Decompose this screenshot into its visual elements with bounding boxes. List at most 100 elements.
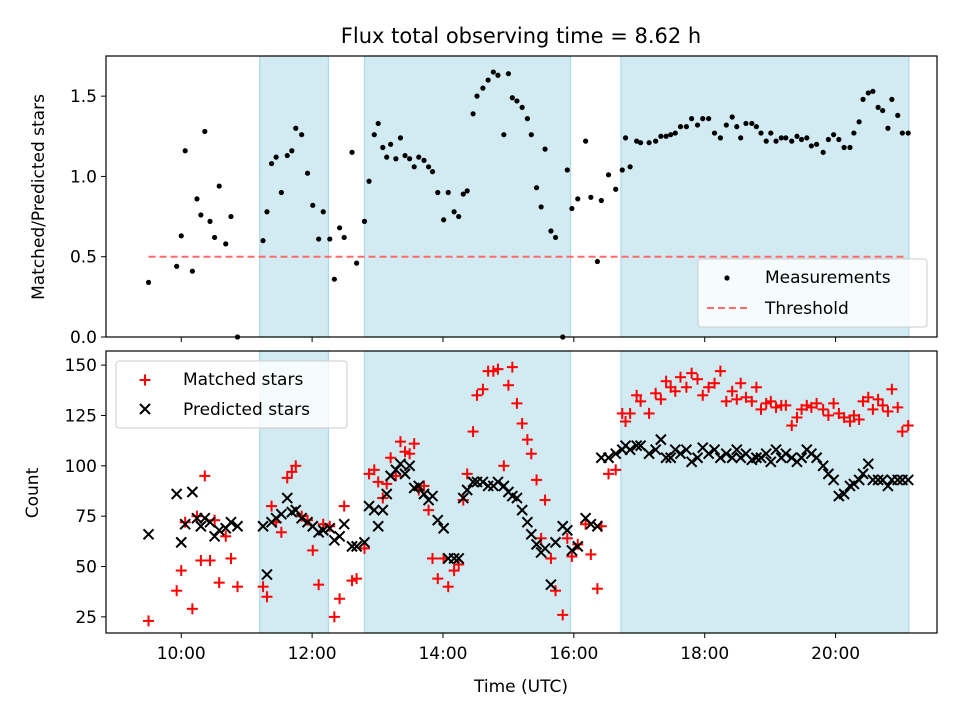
measurement-point [421, 157, 427, 163]
predicted-star-marker [867, 474, 879, 486]
cross-b [448, 552, 460, 565]
measurement-point [524, 116, 530, 122]
cross-b [175, 536, 187, 549]
predicted-star-marker [714, 452, 727, 464]
measurement-point [575, 196, 581, 202]
measurement-point [814, 141, 820, 147]
cross-b [740, 448, 752, 460]
matched-star-marker [471, 389, 483, 401]
cross-b [170, 488, 183, 500]
predicted-star-marker [333, 530, 346, 543]
cross-b [372, 520, 384, 532]
predicted-star-marker [399, 468, 411, 480]
legend-plus [139, 374, 151, 386]
predicted-star-marker [624, 443, 636, 456]
matched-star-marker [660, 375, 672, 387]
matched-star-marker [261, 591, 273, 603]
cross-b [324, 522, 336, 534]
matched-star-marker [770, 401, 782, 413]
matched-star-marker [862, 391, 874, 403]
matched-star-marker [502, 379, 514, 391]
measurement-point [341, 234, 347, 241]
measurement-point [485, 77, 491, 83]
measurement-point [264, 209, 270, 215]
measurement-point [831, 132, 837, 138]
matched-star-marker [511, 397, 523, 409]
predicted-star-marker [170, 488, 183, 500]
cross-b [511, 492, 523, 504]
measurement-point [825, 136, 831, 143]
predicted-star-marker [572, 540, 584, 553]
matched-star-marker [175, 565, 187, 577]
measurement-point [284, 152, 290, 159]
cross-b [760, 448, 772, 460]
measurement-point [668, 132, 674, 138]
matched-star-marker [275, 526, 287, 538]
predicted-star-marker [643, 448, 655, 460]
predicted-star-marker [467, 476, 479, 488]
matched-star-marker [506, 361, 518, 373]
matched-star-marker [448, 565, 460, 577]
matched-star-marker [418, 480, 430, 492]
cross-b [521, 516, 534, 528]
y-tick-label: 25 [75, 608, 97, 628]
cross-b [572, 540, 584, 553]
predicted-star-marker [195, 520, 207, 532]
measurement-point [474, 93, 480, 99]
measurement-point [228, 213, 234, 220]
cross-b [579, 512, 592, 524]
measurement-point [407, 156, 413, 162]
predicted-star-marker [566, 544, 578, 557]
measurement-point [895, 112, 901, 119]
measurement-point [194, 196, 200, 202]
cross-b [697, 441, 709, 454]
measurement-point [509, 95, 515, 101]
cross-b [418, 488, 430, 500]
measurement-point [501, 132, 507, 138]
measurement-point [672, 130, 678, 136]
cross-b [630, 439, 643, 452]
measurement-point [514, 98, 520, 104]
predicted-star-marker [390, 464, 402, 476]
matched-star-marker [624, 407, 636, 419]
shaded-band [259, 55, 330, 338]
y-tick-label: 150 [65, 356, 97, 376]
matched-star-marker [635, 395, 647, 407]
measurement-point [495, 72, 501, 78]
legend-threshold-label: Threshold [764, 299, 849, 319]
measurement-point [402, 152, 408, 159]
measurement-point [870, 88, 876, 94]
predicted-star-marker [358, 536, 371, 549]
predicted-star-marker [720, 448, 733, 460]
matched-star-marker [680, 381, 692, 393]
legend-matched-marker [139, 374, 151, 386]
top-axes-frame [105, 55, 938, 338]
measurement-point [717, 135, 724, 141]
measurement-point [316, 236, 322, 242]
matched-star-marker [390, 470, 402, 482]
measurement-point [349, 149, 355, 155]
predicted-star-marker [591, 520, 604, 532]
cross-b [624, 443, 636, 456]
matched-star-marker [580, 518, 592, 530]
measurement-point [851, 130, 857, 136]
matched-star-marker [179, 516, 191, 528]
cross-b [566, 544, 578, 557]
cross-b [281, 492, 293, 504]
top-y-ticks: 0.0 0.5 1.0 1.5 [70, 87, 106, 348]
cross-b [231, 520, 244, 532]
predicted-star-marker [346, 540, 358, 553]
matched-star-marker [867, 403, 879, 415]
predicted-star-marker [142, 528, 155, 541]
cross-b [317, 524, 329, 536]
cross-b [795, 452, 808, 464]
matched-star-markers [143, 361, 914, 627]
measurement-point [627, 164, 633, 170]
measurement-point [445, 189, 451, 196]
bottom-x-ticks: 10:00 12:00 14:00 16:00 18:00 20:00 [157, 633, 860, 664]
predicted-star-marker [324, 522, 336, 534]
cross-b [882, 480, 894, 492]
predicted-star-marker [610, 448, 622, 460]
matched-star-marker [755, 403, 767, 415]
bottom-shaded-bands [259, 350, 910, 634]
